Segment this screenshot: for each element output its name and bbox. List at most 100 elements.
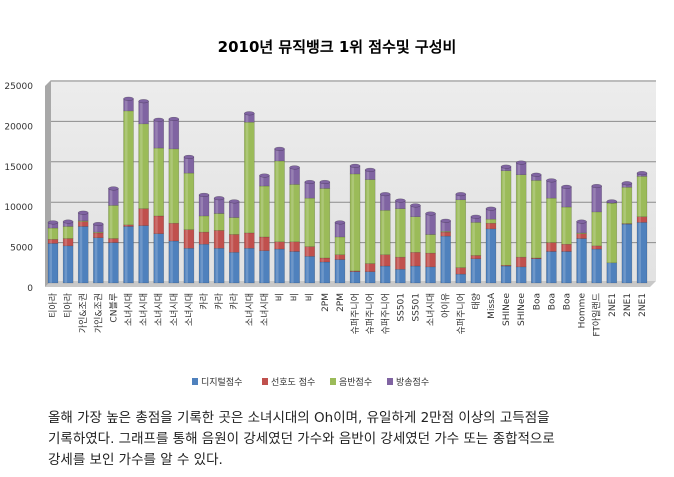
bar-highlight: [608, 262, 611, 283]
bar-highlight: [140, 225, 143, 283]
bar-highlight: [125, 224, 128, 227]
bar-highlight: [517, 174, 521, 258]
bar-highlight: [49, 243, 52, 283]
bar-stack: [153, 117, 164, 284]
bar-highlight: [578, 232, 581, 234]
x-tick-label: 소녀시대: [244, 293, 255, 326]
bar-stack: [395, 198, 406, 284]
bar-highlight: [457, 194, 460, 200]
bar-highlight: [381, 266, 385, 283]
bar-highlight: [472, 222, 475, 256]
bar-highlight: [427, 253, 430, 267]
bar-highlight: [578, 238, 581, 283]
bar-cap: [455, 192, 467, 197]
bar-highlight: [532, 257, 536, 259]
bar-highlight: [638, 176, 641, 217]
bar-stack: [349, 163, 361, 284]
bar-highlight: [291, 251, 294, 283]
bar-cap: [395, 198, 406, 203]
x-tick-label: 가인&조권: [77, 293, 89, 333]
description-text: 올해 가장 높은 총점을 기록한 곳은 소녀시대의 Oh이며, 유일하게 2만점…: [48, 408, 668, 471]
bar-highlight: [547, 242, 551, 252]
bar-cap: [93, 221, 104, 227]
bar-cap: [606, 199, 618, 204]
bar-highlight: [94, 224, 98, 233]
bar-cap: [531, 172, 542, 177]
bar-highlight: [442, 231, 445, 233]
bar-highlight: [321, 261, 324, 283]
bar-highlight: [109, 238, 113, 243]
legend: 디지털점수 선호도 점수 음반점수 방송점수: [192, 376, 429, 388]
bar-highlight: [230, 217, 234, 235]
bar-highlight: [306, 182, 309, 199]
bar-highlight: [79, 221, 83, 227]
bar-cap: [621, 181, 633, 186]
y-tick-label: 5000: [10, 244, 33, 254]
bar-stack: [319, 179, 331, 284]
bar-stack: [576, 219, 587, 284]
bar-highlight: [170, 240, 173, 283]
legend-label: 음반점수: [339, 376, 372, 388]
bar-stack: [274, 146, 285, 284]
bar-cap: [244, 111, 255, 116]
bar-stack: [500, 164, 512, 284]
bar-stack: [591, 183, 602, 284]
bar-cap: [274, 146, 285, 151]
x-tick-label: 가인&조권: [92, 293, 104, 333]
bar-cap: [576, 219, 587, 224]
x-tick-label: 2PM: [321, 293, 331, 312]
bar-highlight: [427, 213, 430, 235]
bar-highlight: [427, 266, 430, 283]
bar-highlight: [306, 256, 309, 283]
bar-segment-2: [515, 256, 527, 268]
bar-stack: [123, 96, 134, 284]
bar-highlight: [336, 222, 339, 237]
bar-highlight: [125, 98, 128, 111]
bar-segment-1: [47, 243, 59, 284]
legend-swatch: [330, 378, 336, 385]
bar-highlight: [94, 232, 98, 233]
bar-highlight: [79, 212, 83, 221]
bar-highlight: [487, 223, 490, 229]
bar-highlight: [109, 242, 113, 283]
bar-highlight: [49, 222, 52, 229]
bar-cap: [168, 116, 180, 122]
x-tick-label: 슈퍼주니어: [350, 293, 361, 334]
bar-highlight: [623, 223, 626, 225]
bar-cap: [364, 167, 376, 172]
bar-highlight: [94, 232, 98, 238]
bar-highlight: [562, 244, 566, 252]
x-tick-label: SS501: [411, 293, 421, 322]
bar-stack: [380, 192, 391, 284]
bar-stack: [259, 173, 270, 284]
bar-cap: [410, 203, 421, 208]
bar-stack: [289, 165, 300, 284]
bar-highlight: [260, 236, 264, 251]
bar-highlight: [215, 213, 219, 231]
bar-highlight: [593, 211, 596, 246]
bar-highlight: [245, 122, 249, 233]
bar-highlight: [562, 251, 566, 283]
bar-highlight: [170, 118, 173, 149]
bar-highlight: [623, 224, 626, 283]
bar-highlight: [381, 194, 385, 211]
bar-stack: [228, 199, 240, 284]
bar-stack: [470, 214, 482, 284]
description-line: 올해 가장 높은 총점을 기록한 곳은 소녀시대의 Oh이며, 유일하게 2만점…: [48, 410, 550, 426]
bar-segment-2: [470, 255, 482, 260]
bar-highlight: [487, 219, 490, 224]
bar-highlight: [109, 188, 113, 206]
bar-highlight: [321, 188, 324, 258]
bar-highlight: [155, 148, 158, 216]
bar-highlight: [185, 173, 188, 230]
bar-highlight: [517, 162, 521, 175]
bar-stack: [47, 220, 59, 284]
bar-cap: [515, 160, 527, 165]
bar-highlight: [457, 267, 460, 275]
x-tick-label: Boa: [547, 293, 557, 310]
bar-cap: [319, 179, 331, 185]
bar-cap: [304, 179, 315, 185]
bar-highlight: [245, 113, 249, 123]
x-tick-label: 비: [275, 293, 286, 301]
bar-highlight: [517, 266, 521, 283]
